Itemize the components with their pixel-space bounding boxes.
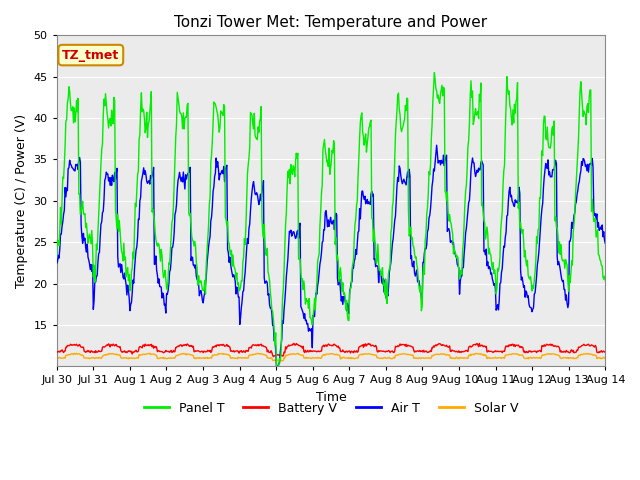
Battery V bbox=[290, 340, 298, 346]
Battery V bbox=[602, 349, 609, 355]
Panel T bbox=[204, 238, 212, 243]
Line: Battery V: Battery V bbox=[57, 343, 605, 357]
Line: Solar V: Solar V bbox=[57, 353, 605, 361]
Air T bbox=[175, 174, 182, 180]
Battery V bbox=[63, 344, 70, 350]
Battery V bbox=[399, 342, 407, 348]
Solar V bbox=[399, 351, 406, 357]
Air T bbox=[53, 261, 61, 266]
Panel T bbox=[602, 277, 609, 283]
Line: Air T: Air T bbox=[57, 145, 605, 366]
Solar V bbox=[53, 355, 61, 361]
Solar V bbox=[119, 355, 127, 361]
Air T bbox=[63, 185, 70, 191]
Solar V bbox=[175, 352, 182, 358]
Legend: Panel T, Battery V, Air T, Solar V: Panel T, Battery V, Air T, Solar V bbox=[139, 396, 523, 420]
Air T bbox=[273, 363, 280, 369]
Air T bbox=[433, 143, 440, 148]
Air T bbox=[204, 252, 212, 258]
Air T bbox=[602, 240, 609, 246]
Panel T bbox=[431, 70, 438, 75]
Air T bbox=[399, 181, 406, 187]
Panel T bbox=[273, 363, 280, 369]
Line: Panel T: Panel T bbox=[57, 72, 605, 366]
Battery V bbox=[415, 348, 423, 354]
Battery V bbox=[269, 354, 277, 360]
Solar V bbox=[63, 352, 70, 358]
Solar V bbox=[472, 350, 480, 356]
Y-axis label: Temperature (C) / Power (V): Temperature (C) / Power (V) bbox=[15, 114, 28, 288]
Battery V bbox=[53, 349, 61, 355]
Solar V bbox=[278, 358, 285, 364]
Solar V bbox=[602, 356, 609, 361]
Battery V bbox=[119, 348, 127, 354]
Air T bbox=[119, 275, 127, 280]
Air T bbox=[415, 277, 422, 283]
Battery V bbox=[175, 344, 182, 349]
Panel T bbox=[119, 258, 127, 264]
Title: Tonzi Tower Met: Temperature and Power: Tonzi Tower Met: Temperature and Power bbox=[175, 15, 488, 30]
Solar V bbox=[204, 356, 212, 361]
Text: TZ_tmet: TZ_tmet bbox=[62, 48, 120, 61]
Battery V bbox=[204, 348, 212, 353]
X-axis label: Time: Time bbox=[316, 391, 346, 404]
Panel T bbox=[175, 100, 182, 106]
Panel T bbox=[63, 117, 70, 123]
Panel T bbox=[53, 255, 61, 261]
Solar V bbox=[415, 356, 422, 361]
Panel T bbox=[399, 125, 406, 131]
Panel T bbox=[415, 276, 422, 282]
